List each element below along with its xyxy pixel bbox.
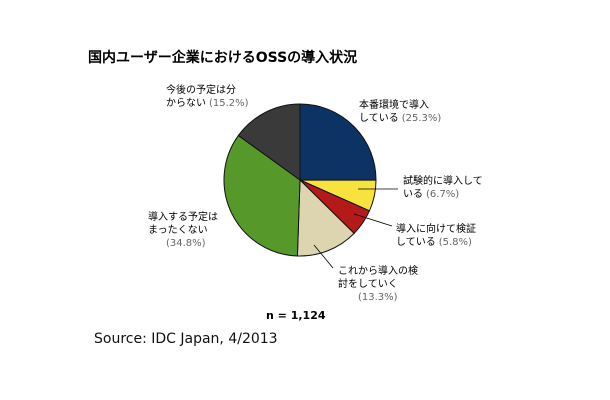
slice-percent-1: (6.7%) [426, 189, 459, 200]
slice-label-1-line-0: 試験的に導入して [403, 174, 483, 187]
slice-percent-2: (5.8%) [439, 237, 472, 248]
sample-size-label: n = 1,124 [266, 309, 326, 322]
slice-percent-0: (25.3%) [402, 113, 442, 124]
pie-slices [223, 103, 377, 257]
leader-lines [313, 188, 398, 269]
slice-label-3-line-1: 討をしていく [338, 277, 398, 290]
slice-label-0-line-1: している (25.3%) [359, 112, 441, 124]
slice-label-4-line-0: 導入する予定は [148, 210, 218, 223]
pie-slice-0 [299, 103, 377, 181]
slice-label-4-line-1: まったくない [148, 224, 208, 236]
pie-slice-4 [223, 134, 301, 257]
pie-slice-3 [296, 178, 355, 257]
source-note: Source: IDC Japan, 4/2013 [94, 331, 278, 347]
chart-title: 国内ユーザー企業におけるOSSの導入状況 [88, 49, 357, 66]
pie-slice-5 [237, 103, 301, 181]
leader-line-3 [313, 244, 334, 269]
slice-label-2-line-1: している (5.8%) [396, 236, 472, 248]
slice-label-0-line-0: 本番環境で導入 [359, 98, 429, 111]
slice-label-5-line-0: 今後の予定は分 [166, 83, 236, 96]
slice-label-2-line-0: 導入に向けて検証 [396, 222, 476, 235]
slice-percent-4: (34.8%) [166, 238, 206, 249]
slice-percent-5: (15.2%) [209, 98, 249, 109]
slice-label-3-line-0: これから導入の検 [338, 264, 418, 277]
slice-label-5-line-1: からない (15.2%) [166, 97, 249, 109]
leader-line-2 [353, 213, 393, 227]
slice-percent-3: (13.3%) [358, 292, 398, 303]
slice-label-1-line-1: いる (6.7%) [403, 188, 459, 200]
